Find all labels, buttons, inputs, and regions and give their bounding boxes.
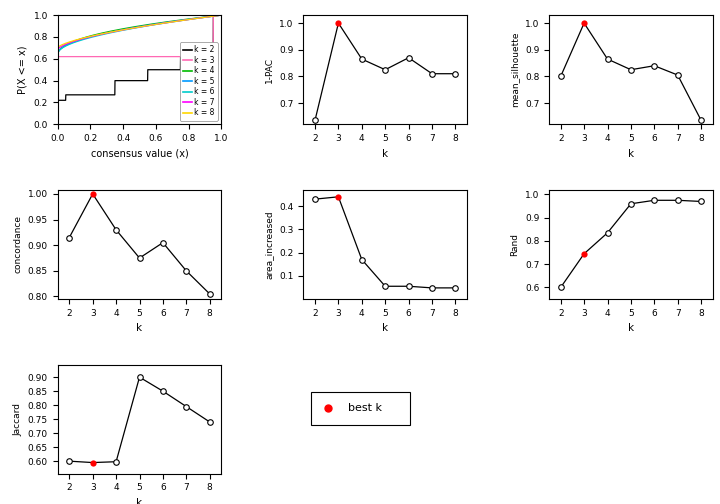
Legend: k = 2, k = 3, k = 4, k = 5, k = 6, k = 7, k = 8: k = 2, k = 3, k = 4, k = 5, k = 6, k = 7… <box>179 42 217 120</box>
Y-axis label: Rand: Rand <box>510 233 519 256</box>
Y-axis label: area_increased: area_increased <box>265 210 274 279</box>
X-axis label: k: k <box>136 324 143 333</box>
X-axis label: k: k <box>136 498 143 504</box>
Y-axis label: P(X <= x): P(X <= x) <box>18 45 28 94</box>
X-axis label: k: k <box>628 324 634 333</box>
Y-axis label: 1-PAC: 1-PAC <box>265 57 274 83</box>
X-axis label: k: k <box>628 149 634 159</box>
Y-axis label: mean_silhouette: mean_silhouette <box>510 32 519 107</box>
X-axis label: k: k <box>382 324 388 333</box>
FancyBboxPatch shape <box>312 392 410 424</box>
Y-axis label: concordance: concordance <box>13 215 22 274</box>
Text: best k: best k <box>348 403 382 413</box>
X-axis label: consensus value (x): consensus value (x) <box>91 149 189 159</box>
Y-axis label: Jaccard: Jaccard <box>13 403 22 435</box>
X-axis label: k: k <box>382 149 388 159</box>
